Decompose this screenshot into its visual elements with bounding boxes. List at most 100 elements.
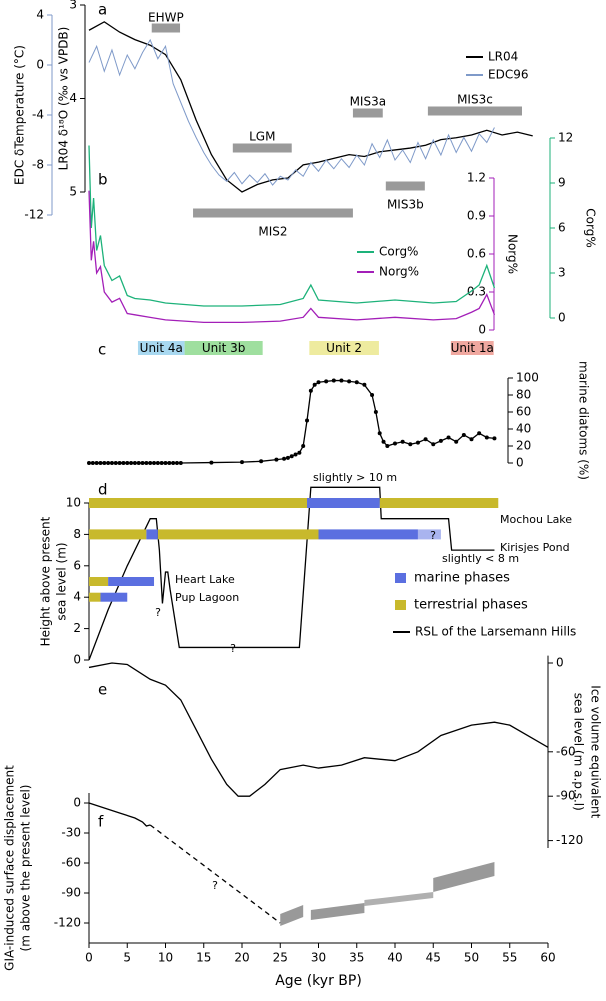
unit-bar bbox=[309, 341, 379, 355]
marker bbox=[171, 461, 176, 465]
x-tick-label: 55 bbox=[502, 951, 517, 965]
marker bbox=[148, 461, 153, 465]
legend-label: RSL of the Larsemann Hills bbox=[415, 625, 576, 639]
band bbox=[280, 905, 304, 926]
y-tick-label: 0 bbox=[516, 456, 524, 470]
y-tick-label: 20 bbox=[516, 439, 531, 453]
y-tick-label: 6 bbox=[558, 221, 566, 235]
y-tick-label: 0 bbox=[73, 653, 81, 667]
y-tick-label: 5 bbox=[69, 185, 77, 199]
marker bbox=[431, 442, 436, 447]
marker bbox=[117, 461, 122, 465]
y-tick-label: 80 bbox=[516, 388, 531, 402]
marker bbox=[282, 456, 287, 461]
marker bbox=[274, 457, 279, 462]
marker bbox=[155, 461, 160, 465]
marker bbox=[209, 460, 214, 465]
panel-letter: d bbox=[98, 481, 108, 499]
marker bbox=[415, 440, 420, 445]
x-tick-label: 50 bbox=[464, 951, 479, 965]
y-tick-label: 0 bbox=[558, 311, 566, 325]
panel-letter: c bbox=[98, 341, 106, 359]
unit-label: Unit 4a bbox=[140, 341, 183, 355]
marker bbox=[167, 461, 172, 465]
marker bbox=[461, 432, 466, 437]
unit-bar bbox=[137, 341, 185, 355]
marker bbox=[87, 461, 91, 465]
y-tick-label: 3 bbox=[558, 266, 566, 280]
series-line bbox=[149, 824, 281, 924]
legend-label: terrestrial phases bbox=[414, 598, 528, 613]
y-tick-label: 40 bbox=[516, 422, 531, 436]
terrestrial-phase bbox=[89, 529, 147, 540]
marker bbox=[305, 418, 310, 423]
marker bbox=[132, 461, 137, 465]
y2-tick-label: 0.6 bbox=[467, 247, 486, 261]
marker bbox=[331, 378, 336, 383]
uncertain-phase bbox=[417, 529, 441, 540]
y2-tick-label: 0 bbox=[36, 58, 44, 72]
legend-swatch bbox=[395, 573, 406, 583]
marker bbox=[102, 461, 107, 465]
marker bbox=[469, 437, 474, 442]
y-tick-label: 10 bbox=[66, 496, 81, 510]
y2-tick-label: -4 bbox=[32, 108, 44, 122]
y-tick-label: -60 bbox=[556, 744, 576, 758]
marine-phase bbox=[146, 529, 158, 540]
annotation: ? bbox=[230, 642, 236, 655]
lake-name: Heart Lake bbox=[175, 573, 235, 586]
y-axis-title: Ice volume equivalent bbox=[589, 685, 603, 818]
y-tick-label: 6 bbox=[73, 558, 81, 572]
marker bbox=[373, 410, 378, 414]
legend-label: EDC96 bbox=[488, 68, 528, 82]
period-bar bbox=[385, 181, 425, 191]
marker bbox=[423, 437, 428, 442]
marker bbox=[140, 461, 145, 465]
marker bbox=[259, 459, 264, 464]
marker bbox=[94, 461, 99, 465]
x-tick-label: 20 bbox=[234, 951, 249, 965]
y-tick-label: -30 bbox=[61, 826, 81, 840]
series-line bbox=[88, 190, 496, 324]
y-tick-label: 100 bbox=[516, 371, 539, 385]
y-tick-label: -60 bbox=[61, 856, 81, 870]
marker bbox=[121, 461, 126, 465]
series-line bbox=[88, 486, 495, 661]
legend-label: Norg% bbox=[379, 265, 419, 279]
y-tick-label: 9 bbox=[558, 176, 566, 190]
x-tick-label: 60 bbox=[540, 951, 555, 965]
y-tick-label: 4 bbox=[73, 590, 81, 604]
y-tick-label: 3 bbox=[69, 0, 77, 12]
y-axis-title: LR04 δ¹⁸O (‰ vs VPDB) bbox=[57, 27, 71, 171]
marker bbox=[308, 388, 313, 393]
unit-label: Unit 2 bbox=[326, 341, 362, 355]
y2-tick-label: 4 bbox=[36, 8, 44, 22]
y-axis-title: marine diatoms (%) bbox=[577, 361, 591, 480]
x-tick-label: 0 bbox=[85, 951, 93, 965]
marker bbox=[385, 444, 390, 448]
y2-axis-title: EDC δTemperature (°C) bbox=[13, 45, 27, 185]
period-label: MIS3b bbox=[387, 198, 424, 212]
marker bbox=[125, 461, 130, 465]
marker bbox=[289, 454, 294, 459]
period-bar bbox=[193, 208, 353, 218]
marker bbox=[113, 461, 118, 465]
y-tick-label: 60 bbox=[516, 405, 531, 419]
y-axis-title: (m above the present level) bbox=[19, 785, 33, 952]
y2-tick-label: 0.9 bbox=[467, 209, 486, 223]
panel-letter: b bbox=[98, 171, 108, 189]
terrestrial-phase bbox=[89, 592, 101, 602]
legend-label: marine phases bbox=[414, 571, 510, 586]
x-axis-title: Age (kyr BP) bbox=[275, 973, 362, 989]
marker bbox=[174, 461, 179, 465]
period-bar bbox=[151, 23, 181, 33]
unit-bar bbox=[450, 341, 494, 355]
terrestrial-phase bbox=[157, 529, 319, 540]
series-line bbox=[89, 379, 495, 464]
period-label: LGM bbox=[249, 130, 275, 144]
x-tick-label: 45 bbox=[426, 951, 441, 965]
marker bbox=[312, 382, 317, 387]
marker bbox=[90, 461, 95, 465]
series-line bbox=[88, 38, 495, 186]
marker bbox=[109, 461, 114, 465]
